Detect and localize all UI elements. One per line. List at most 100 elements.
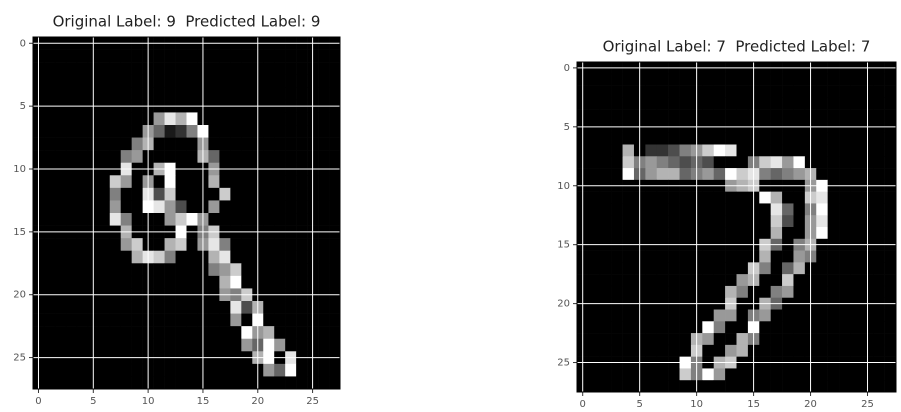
pixel: [154, 238, 165, 251]
pixel: [793, 274, 805, 286]
pixel: [154, 125, 165, 138]
pixel: [219, 200, 230, 213]
pixel: [657, 97, 669, 109]
pixel: [329, 326, 340, 339]
pixel: [759, 145, 771, 157]
pixel: [611, 156, 623, 168]
pixel: [588, 86, 600, 98]
pixel: [873, 109, 885, 121]
pixel: [263, 251, 274, 264]
pixel: [839, 333, 851, 345]
pixel: [782, 310, 794, 322]
pixel: [771, 86, 783, 98]
pixel: [55, 112, 66, 125]
pixel: [187, 125, 198, 138]
pixel: [725, 262, 737, 274]
pixel: [296, 276, 307, 289]
pixel: [885, 251, 897, 263]
pixel: [132, 276, 143, 289]
pixel: [263, 339, 274, 352]
pixel: [230, 238, 241, 251]
pixel: [657, 203, 669, 215]
pixel: [329, 276, 340, 289]
pixel: [588, 380, 600, 392]
pixel: [219, 376, 230, 389]
pixel: [725, 227, 737, 239]
pixel: [828, 203, 840, 215]
pixel: [771, 227, 783, 239]
pixel: [99, 188, 110, 201]
pixel: [132, 238, 143, 251]
pixel: [873, 368, 885, 380]
pixel: [241, 376, 252, 389]
pixel: [132, 339, 143, 352]
pixel: [816, 156, 828, 168]
pixel: [680, 321, 692, 333]
pixel: [165, 238, 176, 251]
pixel: [219, 125, 230, 138]
pixel: [230, 125, 241, 138]
pixel: [816, 345, 828, 357]
pixel: [668, 310, 680, 322]
pixel: [850, 262, 862, 274]
pixel: [611, 86, 623, 98]
pixel: [77, 339, 88, 352]
pixel: [110, 112, 121, 125]
pixel: [208, 125, 219, 138]
figure: 05101520250510152025Original Label: 9 Pr…: [0, 0, 901, 412]
pixel: [77, 62, 88, 75]
pixel: [110, 238, 121, 251]
pixel: [165, 376, 176, 389]
pixel: [285, 200, 296, 213]
pixel: [329, 125, 340, 138]
pixel: [816, 380, 828, 392]
pixel: [165, 62, 176, 75]
pixel: [771, 274, 783, 286]
pixel: [816, 333, 828, 345]
pixel: [645, 192, 657, 204]
pixel: [318, 138, 329, 151]
pixel: [839, 262, 851, 274]
pixel: [828, 380, 840, 392]
pixel: [99, 339, 110, 352]
pixel: [165, 175, 176, 188]
pixel: [263, 200, 274, 213]
pixel: [623, 74, 635, 86]
pixel: [828, 274, 840, 286]
pixel: [99, 75, 110, 88]
pixel: [850, 145, 862, 157]
pixel: [165, 125, 176, 138]
pixel: [285, 62, 296, 75]
pixel: [241, 213, 252, 226]
pixel: [702, 74, 714, 86]
pixel: [782, 156, 794, 168]
pixel: [230, 263, 241, 276]
pixel: [737, 203, 749, 215]
pixel: [623, 145, 635, 157]
pixel: [274, 238, 285, 251]
pixel: [759, 215, 771, 227]
y-tick-label: 15: [13, 227, 26, 238]
pixel: [318, 276, 329, 289]
chart-title: Original Label: 7 Predicted Label: 7: [603, 38, 871, 56]
pixel: [121, 339, 132, 352]
pixel: [208, 150, 219, 163]
pixel: [121, 138, 132, 151]
pixel: [611, 368, 623, 380]
pixel: [611, 251, 623, 263]
pixel: [793, 109, 805, 121]
pixel: [759, 133, 771, 145]
pixel: [176, 112, 187, 125]
pixel: [132, 213, 143, 226]
pixel: [285, 251, 296, 264]
pixel: [873, 86, 885, 98]
pixel: [132, 150, 143, 163]
pixel: [873, 215, 885, 227]
pixel: [285, 376, 296, 389]
pixel: [680, 345, 692, 357]
pixel: [680, 109, 692, 121]
pixel: [318, 87, 329, 100]
pixel: [132, 175, 143, 188]
pixel: [165, 251, 176, 264]
pixel: [329, 188, 340, 201]
